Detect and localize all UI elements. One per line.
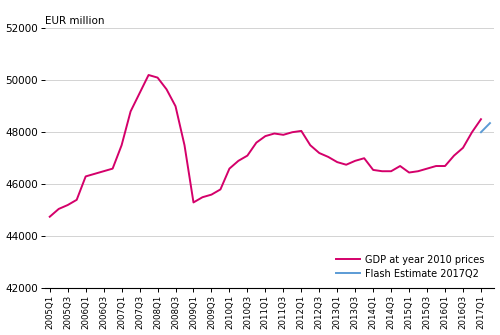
GDP at year 2010 prices: [236, 159, 242, 163]
Flash Estimate 2017Q2: [487, 121, 493, 125]
GDP at year 2010 prices: [56, 207, 62, 211]
GDP at year 2010 prices: [74, 198, 80, 202]
GDP at year 2010 prices: [182, 143, 188, 147]
GDP at year 2010 prices: [82, 175, 88, 179]
GDP at year 2010 prices: [334, 160, 340, 164]
GDP at year 2010 prices: [343, 163, 349, 167]
GDP at year 2010 prices: [424, 166, 430, 171]
GDP at year 2010 prices: [64, 203, 70, 207]
GDP at year 2010 prices: [110, 166, 116, 171]
Flash Estimate 2017Q2: [478, 130, 484, 134]
GDP at year 2010 prices: [136, 91, 142, 95]
GDP at year 2010 prices: [128, 110, 134, 114]
GDP at year 2010 prices: [325, 155, 331, 159]
GDP at year 2010 prices: [442, 164, 448, 168]
GDP at year 2010 prices: [397, 164, 403, 168]
GDP at year 2010 prices: [154, 76, 160, 80]
GDP at year 2010 prices: [298, 129, 304, 133]
GDP at year 2010 prices: [352, 159, 358, 163]
GDP at year 2010 prices: [164, 87, 170, 91]
GDP at year 2010 prices: [469, 130, 475, 134]
GDP at year 2010 prices: [415, 169, 421, 173]
GDP at year 2010 prices: [478, 117, 484, 121]
GDP at year 2010 prices: [379, 169, 385, 173]
GDP at year 2010 prices: [254, 141, 260, 145]
GDP at year 2010 prices: [262, 134, 268, 138]
GDP at year 2010 prices: [388, 169, 394, 173]
Text: EUR million: EUR million: [45, 16, 105, 25]
GDP at year 2010 prices: [308, 143, 314, 147]
Line: Flash Estimate 2017Q2: Flash Estimate 2017Q2: [481, 123, 490, 132]
GDP at year 2010 prices: [316, 151, 322, 155]
GDP at year 2010 prices: [433, 164, 439, 168]
GDP at year 2010 prices: [146, 73, 152, 77]
GDP at year 2010 prices: [406, 171, 412, 175]
GDP at year 2010 prices: [190, 200, 196, 204]
GDP at year 2010 prices: [218, 187, 224, 191]
GDP at year 2010 prices: [46, 215, 52, 219]
GDP at year 2010 prices: [226, 166, 232, 171]
GDP at year 2010 prices: [290, 130, 296, 134]
Line: GDP at year 2010 prices: GDP at year 2010 prices: [50, 75, 481, 217]
GDP at year 2010 prices: [200, 195, 205, 199]
Legend: GDP at year 2010 prices, Flash Estimate 2017Q2: GDP at year 2010 prices, Flash Estimate …: [332, 250, 490, 283]
GDP at year 2010 prices: [361, 156, 367, 160]
GDP at year 2010 prices: [272, 132, 278, 136]
GDP at year 2010 prices: [100, 169, 106, 173]
GDP at year 2010 prices: [92, 172, 98, 176]
GDP at year 2010 prices: [451, 154, 457, 158]
GDP at year 2010 prices: [208, 193, 214, 197]
GDP at year 2010 prices: [460, 146, 466, 150]
GDP at year 2010 prices: [172, 104, 178, 108]
GDP at year 2010 prices: [370, 168, 376, 172]
GDP at year 2010 prices: [118, 143, 124, 147]
GDP at year 2010 prices: [244, 154, 250, 158]
GDP at year 2010 prices: [280, 133, 286, 137]
